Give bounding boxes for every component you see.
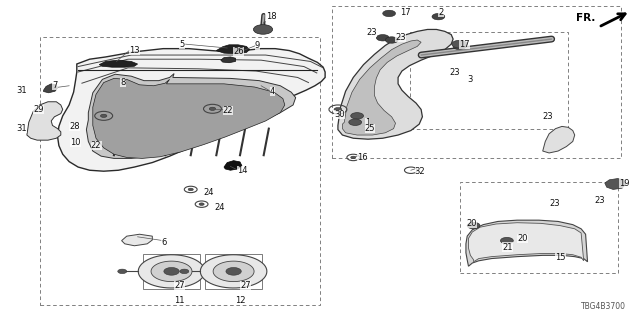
Polygon shape xyxy=(338,29,453,139)
Polygon shape xyxy=(468,223,584,262)
Text: 32: 32 xyxy=(415,167,426,176)
Text: 24: 24 xyxy=(214,203,225,212)
Text: 9: 9 xyxy=(255,41,260,50)
Text: 6: 6 xyxy=(161,238,166,247)
Text: 7: 7 xyxy=(52,81,58,90)
Text: 16: 16 xyxy=(357,153,368,162)
Text: 27: 27 xyxy=(240,281,251,290)
Polygon shape xyxy=(151,261,192,282)
Polygon shape xyxy=(466,220,588,266)
Text: 20: 20 xyxy=(466,219,476,228)
Text: 23: 23 xyxy=(366,28,377,37)
Polygon shape xyxy=(99,60,138,67)
Text: 26: 26 xyxy=(234,47,244,56)
Circle shape xyxy=(467,222,480,229)
Text: 14: 14 xyxy=(237,166,247,175)
Polygon shape xyxy=(605,179,626,189)
Text: 15: 15 xyxy=(556,253,566,262)
Bar xyxy=(410,32,568,129)
Circle shape xyxy=(349,119,362,125)
Circle shape xyxy=(453,43,466,50)
Circle shape xyxy=(180,269,189,274)
Text: 23: 23 xyxy=(543,112,554,121)
Polygon shape xyxy=(27,102,63,140)
Text: 5: 5 xyxy=(179,40,184,49)
Bar xyxy=(460,182,618,273)
Polygon shape xyxy=(122,234,152,246)
Polygon shape xyxy=(93,78,285,158)
Text: 29: 29 xyxy=(33,105,44,114)
Text: 30: 30 xyxy=(334,110,345,119)
Text: 1: 1 xyxy=(365,118,370,127)
Text: 23: 23 xyxy=(549,199,560,208)
Text: 2: 2 xyxy=(438,8,444,17)
Text: TBG4B3700: TBG4B3700 xyxy=(581,302,626,311)
Text: 22: 22 xyxy=(91,141,101,150)
Circle shape xyxy=(376,35,389,41)
Text: 4: 4 xyxy=(270,87,275,96)
Polygon shape xyxy=(58,49,325,171)
Text: 25: 25 xyxy=(365,124,375,133)
Text: 12: 12 xyxy=(236,296,246,305)
Polygon shape xyxy=(224,161,242,170)
Polygon shape xyxy=(86,74,296,158)
Text: 11: 11 xyxy=(174,296,184,305)
Circle shape xyxy=(385,37,398,43)
Text: 13: 13 xyxy=(129,46,140,55)
Polygon shape xyxy=(164,268,179,275)
Bar xyxy=(205,254,262,289)
Text: 23: 23 xyxy=(449,68,460,77)
Polygon shape xyxy=(226,268,241,275)
Text: 23: 23 xyxy=(594,196,605,205)
Circle shape xyxy=(188,188,193,191)
Circle shape xyxy=(351,156,356,159)
Polygon shape xyxy=(213,261,254,282)
Text: 31: 31 xyxy=(16,124,27,133)
Circle shape xyxy=(500,237,513,244)
Circle shape xyxy=(351,113,364,119)
Polygon shape xyxy=(216,45,250,54)
Circle shape xyxy=(253,25,273,34)
Text: 17: 17 xyxy=(460,40,470,49)
Text: 17: 17 xyxy=(400,8,411,17)
Text: 20: 20 xyxy=(517,234,527,243)
Polygon shape xyxy=(543,126,575,153)
Polygon shape xyxy=(221,57,236,63)
Text: 18: 18 xyxy=(266,12,276,21)
Text: 19: 19 xyxy=(620,179,630,188)
Text: 21: 21 xyxy=(502,243,513,252)
Circle shape xyxy=(209,107,216,110)
Polygon shape xyxy=(200,255,267,288)
Text: 10: 10 xyxy=(70,138,81,147)
Text: 22: 22 xyxy=(223,106,233,115)
Text: 24: 24 xyxy=(204,188,214,197)
Circle shape xyxy=(432,13,445,20)
Text: 28: 28 xyxy=(69,122,80,131)
Bar xyxy=(332,6,621,158)
Polygon shape xyxy=(44,84,58,93)
Polygon shape xyxy=(342,40,421,135)
Circle shape xyxy=(334,108,342,111)
Text: FR.: FR. xyxy=(576,12,595,23)
Bar xyxy=(40,37,320,305)
Circle shape xyxy=(100,114,107,117)
Text: 8: 8 xyxy=(120,78,125,87)
Text: 27: 27 xyxy=(174,281,185,290)
Text: 31: 31 xyxy=(16,86,27,95)
Circle shape xyxy=(452,40,467,48)
Polygon shape xyxy=(138,255,205,288)
Text: 23: 23 xyxy=(396,33,406,42)
Circle shape xyxy=(118,269,127,274)
Text: 3: 3 xyxy=(467,75,472,84)
Circle shape xyxy=(383,10,396,17)
Bar xyxy=(143,254,200,289)
Circle shape xyxy=(199,203,204,205)
